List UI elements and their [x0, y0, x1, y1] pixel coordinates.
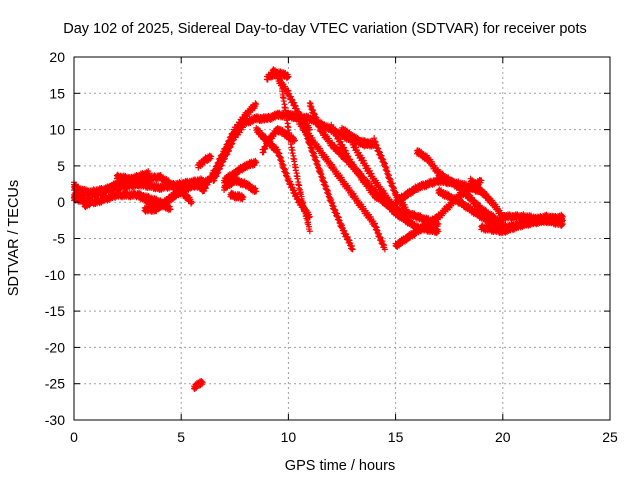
data-point [285, 73, 292, 80]
data-point [220, 151, 227, 158]
x-tick-label: 20 [495, 429, 511, 445]
data-point [349, 246, 356, 253]
data-point [314, 158, 321, 165]
data-point [291, 161, 298, 168]
x-tick-label: 15 [388, 429, 404, 445]
data-point [240, 194, 247, 201]
data-point [336, 217, 343, 224]
series-trace-l [227, 189, 247, 203]
series-trace-f [141, 176, 213, 215]
data-point [224, 144, 231, 151]
data-point [317, 167, 324, 174]
data-point [292, 167, 299, 174]
series-trace-g [71, 179, 95, 211]
data-point [305, 219, 312, 226]
data-point [216, 158, 223, 165]
data-point [318, 171, 325, 178]
data-point [284, 123, 291, 130]
data-point [287, 133, 294, 140]
data-point [329, 199, 336, 206]
data-point [188, 198, 195, 205]
series-trace-m [195, 152, 215, 171]
data-point [339, 222, 345, 229]
data-point [306, 223, 313, 230]
data-point [188, 199, 195, 206]
data-point [335, 214, 342, 221]
data-point [213, 165, 220, 172]
data-point [291, 156, 298, 163]
data-point [274, 146, 281, 153]
data-point [295, 179, 302, 186]
data-point [285, 87, 292, 94]
series-trace-k [221, 175, 260, 195]
data-point [208, 153, 215, 160]
data-point [289, 150, 296, 157]
data-point [328, 196, 335, 203]
data-point [346, 237, 353, 244]
data-point [206, 178, 213, 185]
series-trace-s [268, 68, 292, 82]
data-point [281, 104, 288, 111]
data-point [298, 193, 305, 200]
series-trace-n [191, 377, 206, 393]
data-point [285, 127, 292, 134]
data-point [321, 179, 328, 186]
data-point [294, 173, 301, 180]
data-point [288, 144, 295, 151]
data-point [288, 181, 295, 188]
series-trace-r [274, 73, 356, 253]
data-point [282, 105, 289, 112]
data-point [284, 74, 291, 81]
chart-title: Day 102 of 2025, Sidereal Day-to-day VTE… [63, 21, 587, 37]
data-point [297, 189, 304, 196]
data-point [292, 103, 299, 110]
data-point [88, 199, 95, 206]
data-point [278, 158, 285, 165]
data-point [279, 91, 286, 98]
data-point [291, 137, 298, 144]
series-trace-d [113, 171, 195, 207]
data-point [199, 379, 206, 386]
data-point [260, 149, 267, 156]
data-point [253, 159, 260, 166]
data-point [202, 185, 209, 192]
data-point [332, 207, 339, 214]
data-point [280, 98, 287, 105]
data-point [166, 203, 173, 210]
data-point [167, 206, 174, 213]
x-tick-label: 10 [281, 429, 297, 445]
grid-lines [74, 57, 610, 420]
data-point [253, 188, 260, 195]
data-point [277, 154, 284, 161]
data-point [306, 228, 313, 235]
data-point [315, 162, 322, 169]
data-point [227, 136, 234, 143]
x-tick-label: 0 [70, 429, 78, 445]
data-point [324, 187, 331, 194]
data-point [253, 101, 260, 108]
data-point [325, 191, 332, 198]
data-point [77, 190, 84, 197]
data-point [287, 138, 294, 145]
x-tick-label: 5 [177, 429, 185, 445]
data-point [282, 166, 289, 173]
data-point [301, 206, 308, 213]
series-trace-i [199, 100, 260, 195]
data-points [71, 66, 566, 393]
data-point [310, 150, 317, 157]
series-trace-j [221, 157, 260, 186]
